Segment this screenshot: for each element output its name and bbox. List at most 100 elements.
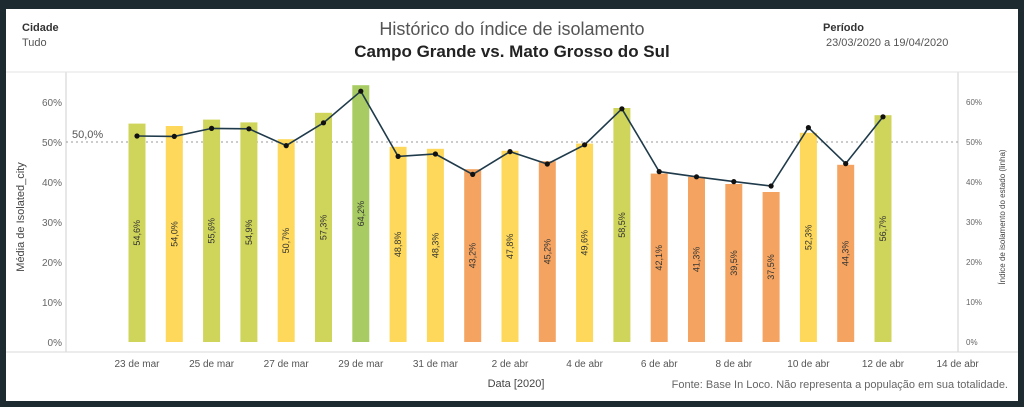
bar-value-label: 48,3% — [430, 233, 440, 259]
bar — [762, 192, 780, 342]
bar — [165, 126, 183, 342]
x-tick-label: 14 de abr — [936, 359, 979, 370]
y-tick-label: 50% — [42, 138, 62, 149]
line-point — [432, 151, 438, 157]
y-axis-title: Média de Isolated_city — [15, 162, 27, 272]
line-point — [880, 114, 886, 120]
bar — [389, 146, 407, 342]
state-line-group — [134, 88, 886, 189]
bar — [613, 108, 631, 342]
x-tick-label: 12 de abr — [862, 359, 905, 370]
y-tick-label: 40% — [42, 178, 62, 189]
bar — [837, 164, 855, 342]
city-filter-label: Cidade — [22, 22, 59, 34]
x-tick-label: 25 de mar — [189, 359, 235, 370]
y-tick-label: 30% — [42, 218, 62, 229]
x-tick-label: 8 de abr — [715, 359, 752, 370]
bar — [538, 161, 556, 342]
bar-value-label: 42,1% — [654, 245, 664, 271]
y2-tick-label: 10% — [966, 298, 982, 307]
bar — [464, 169, 482, 342]
x-tick-label: 4 de abr — [566, 359, 603, 370]
x-tick-label: 10 de abr — [787, 359, 830, 370]
isolation-chart: 50,0% 54,6% 54,0% 55,6% 54,9% 50,7% 57,3% 64,2… — [6, 71, 1018, 390]
y-tick-label: 10% — [42, 298, 62, 309]
bar — [352, 85, 370, 342]
period-filter-label: Período — [823, 22, 864, 34]
source-note: Fonte: Base In Loco. Não representa a po… — [671, 379, 1008, 391]
x-tick-label: 29 de mar — [338, 359, 384, 370]
y2-tick-label: 40% — [966, 178, 982, 187]
bar-value-label: 56,7% — [878, 216, 888, 242]
bar — [874, 115, 892, 342]
bar — [799, 132, 817, 342]
dashboard-frame: Cidade Tudo Período 23/03/2020 a 19/04/2… — [6, 6, 1018, 401]
axis-labels-group: 0% 10% 20% 30% 40% 50% 60% 0% 10% 20% 30% 40% 50% 60%… — [15, 98, 1007, 390]
city-filter-value[interactable]: Tudo — [22, 37, 47, 49]
y2-axis-title: Índice de isolamento do estado (linha) — [998, 149, 1007, 285]
line-point — [805, 125, 812, 131]
line-point — [358, 88, 364, 94]
y2-tick-label: 0% — [966, 338, 978, 347]
bar — [277, 139, 295, 342]
bar — [128, 123, 146, 342]
x-tick-label: 23 de mar — [114, 359, 160, 370]
x-tick-label: 31 de mar — [413, 359, 459, 370]
bar — [240, 122, 258, 343]
line-point — [246, 126, 252, 132]
line-point — [320, 120, 327, 126]
line-point — [731, 179, 737, 185]
x-axis-title: Data [2020] — [488, 378, 545, 390]
y-tick-label: 0% — [48, 338, 63, 349]
bar-labels-group: 54,6% 54,0% 55,6% 54,9% 50,7% 57,3% 64,2% 48,8%… — [132, 201, 888, 280]
reference-line-label: 50,0% — [72, 129, 103, 141]
line-point — [171, 133, 177, 139]
line-point — [693, 174, 700, 180]
line-point — [134, 133, 140, 139]
y2-tick-label: 60% — [966, 98, 982, 107]
bar — [426, 148, 444, 342]
bar — [725, 184, 743, 342]
chart-subtitle: Campo Grande vs. Mato Grosso do Sul — [354, 42, 670, 61]
bar-value-label: 54,6% — [132, 220, 142, 246]
line-point — [470, 171, 476, 177]
line-point — [209, 125, 215, 131]
period-filter-value[interactable]: 23/03/2020 a 19/04/2020 — [826, 37, 949, 49]
y2-tick-label: 50% — [966, 138, 982, 147]
chart-axes: 50,0% — [6, 71, 1018, 353]
bar-value-label: 45,2% — [542, 239, 552, 265]
bar — [203, 119, 221, 342]
bar-value-label: 37,5% — [766, 254, 776, 280]
line-point — [395, 153, 401, 159]
y-tick-label: 20% — [42, 258, 62, 269]
bar-value-label: 49,6% — [580, 230, 590, 256]
bar — [650, 173, 668, 342]
bar-value-label: 50,7% — [281, 228, 291, 254]
bar — [501, 150, 519, 342]
line-point — [544, 161, 550, 167]
bar — [576, 143, 594, 342]
line-point — [656, 169, 662, 175]
bar-value-label: 57,3% — [319, 215, 329, 241]
chart-title: Histórico do índice de isolamento — [379, 19, 645, 39]
bar-value-label: 44,3% — [841, 241, 851, 267]
line-point — [619, 106, 625, 112]
bar — [315, 112, 332, 342]
top-strip — [6, 6, 1018, 9]
y2-tick-label: 30% — [966, 218, 982, 227]
x-tick-label: 2 de abr — [492, 359, 529, 370]
bar-value-label: 58,5% — [617, 212, 627, 238]
bar-value-label: 41,3% — [692, 247, 702, 273]
bar-value-label: 39,5% — [729, 250, 739, 276]
line-point — [507, 149, 513, 155]
y2-tick-label: 20% — [966, 258, 982, 267]
bar-value-label: 54,0% — [169, 221, 179, 247]
x-tick-label: 6 de abr — [641, 359, 678, 370]
bar-value-label: 54,9% — [244, 219, 254, 245]
bar-value-label: 48,8% — [393, 232, 403, 258]
y-tick-label: 60% — [42, 98, 62, 109]
line-point — [283, 143, 289, 149]
line-point — [582, 142, 588, 148]
bar-value-label: 43,2% — [468, 243, 478, 269]
bar-value-label: 52,3% — [803, 225, 813, 251]
